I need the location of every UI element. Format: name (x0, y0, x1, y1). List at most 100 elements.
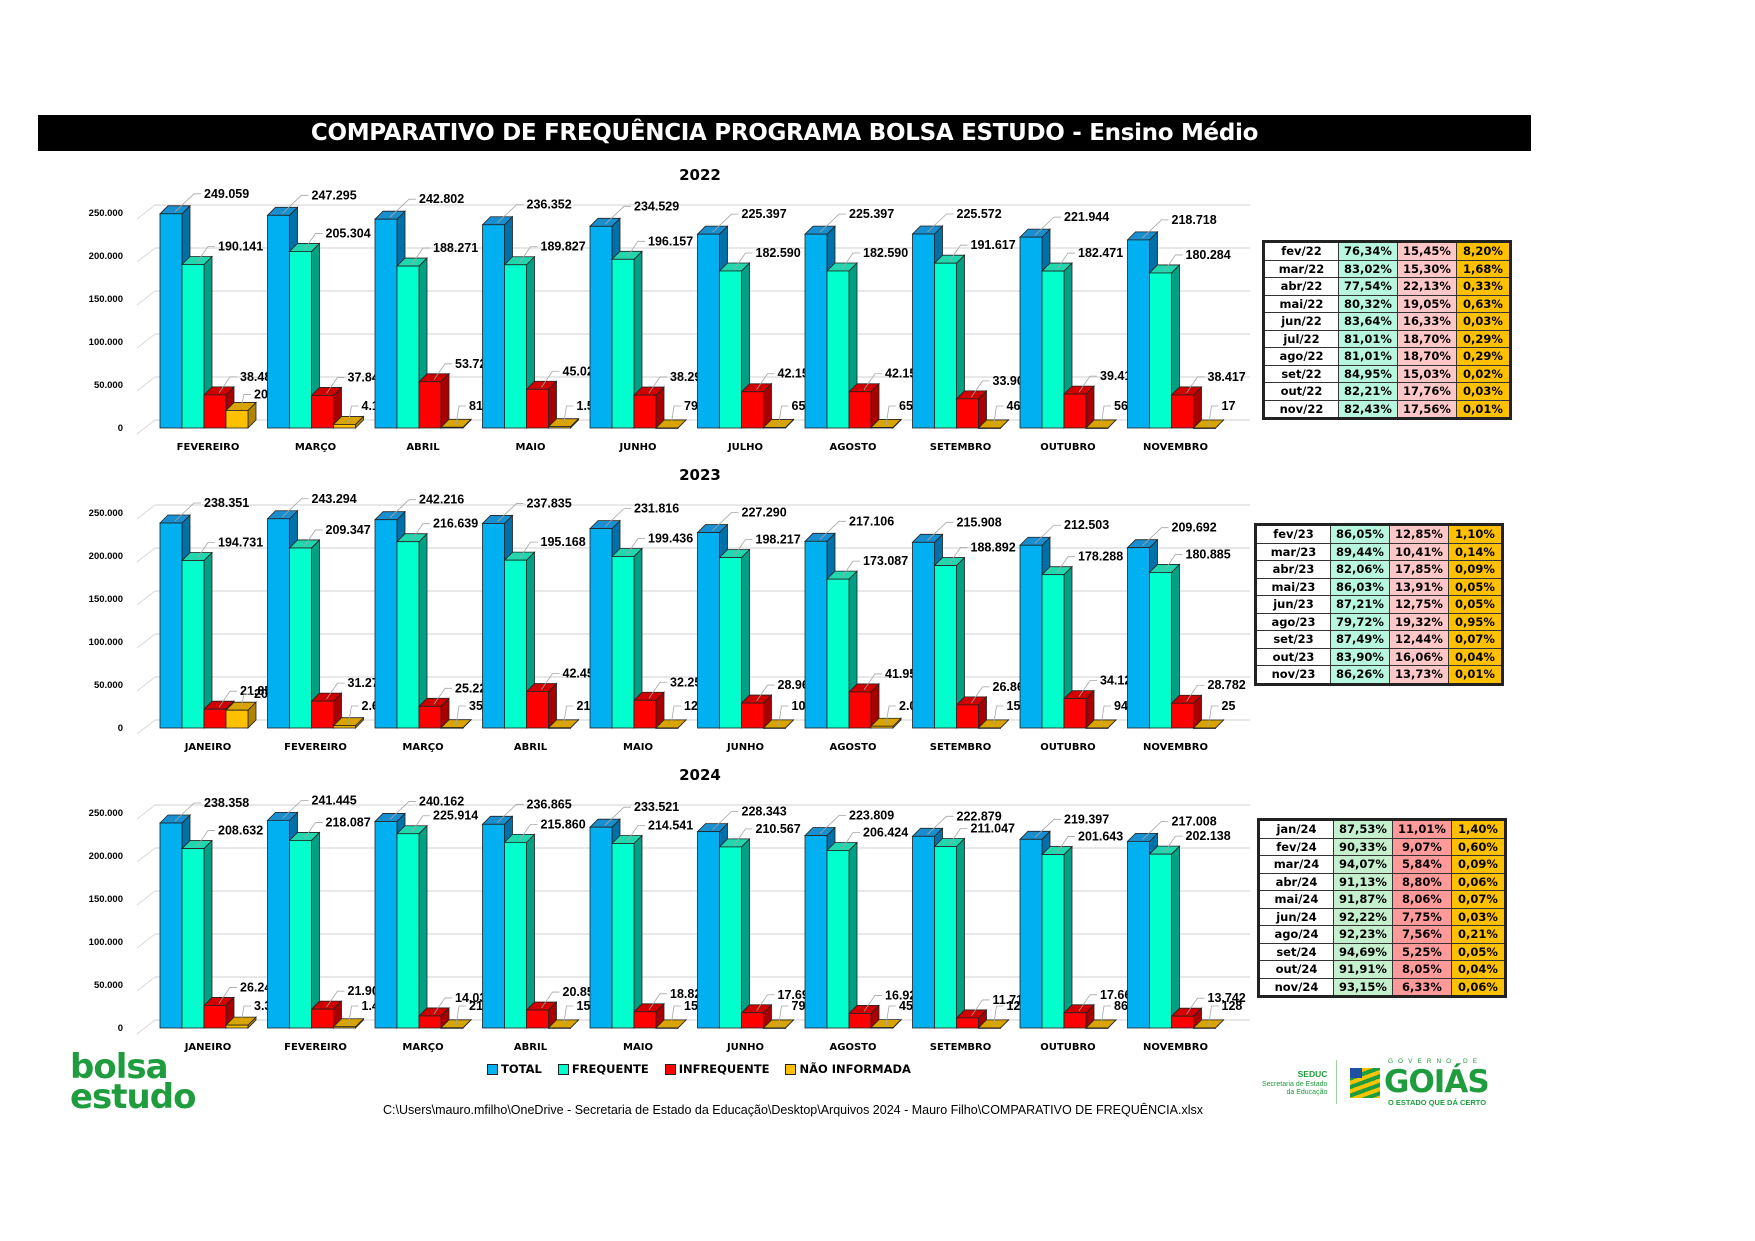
table-row: nov/22 82,43% 17,56% 0,01% (1263, 399, 1511, 419)
leader-line (411, 247, 430, 265)
frequente-pct-cell: 86,05% (1330, 524, 1390, 544)
nao-informada-pct-cell: 0,63% (1456, 294, 1511, 313)
month-cell: jun/24 (1258, 907, 1334, 926)
frequente-pct-cell: 86,26% (1330, 665, 1390, 685)
data-label-frequente: 206.424 (863, 825, 908, 839)
table-row: fev/24 90,33% 9,07% 0,60% (1258, 837, 1506, 856)
leader-line (756, 373, 775, 390)
chart-2022: 2022 0 50.000 100.000 150.000 200.000 250.000 2… (0, 160, 1260, 460)
table-row: jun/22 83,64% 16,33% 0,03% (1263, 312, 1511, 331)
data-label-frequente: 189.827 (541, 240, 586, 254)
bar-frequente (611, 250, 643, 429)
leader-line (778, 705, 789, 726)
data-label-frequente: 218.087 (326, 815, 371, 829)
table-row: ago/24 92,23% 7,56% 0,21% (1258, 925, 1506, 944)
month-cell: ago/22 (1263, 347, 1339, 366)
data-label-total: 218.718 (1172, 213, 1217, 227)
frequente-pct-cell: 94,07% (1333, 855, 1393, 874)
x-category-label: OUTUBRO (1040, 1042, 1095, 1053)
month-cell: abr/24 (1258, 872, 1334, 891)
data-label-total: 221.944 (1064, 210, 1109, 224)
seduc-name: SEDUC (1297, 1069, 1328, 1079)
x-category-label: ABRIL (406, 442, 440, 453)
x-category-label: ABRIL (514, 1042, 548, 1053)
leader-line (971, 686, 990, 704)
data-label-frequente: 214.541 (648, 818, 693, 832)
leader-line (885, 405, 896, 426)
data-label-total: 247.295 (312, 188, 357, 202)
infrequente-pct-cell: 12,75% (1389, 595, 1449, 614)
data-label-nao-informada: 46 (1007, 399, 1021, 413)
leader-line (1056, 556, 1075, 573)
x-category-label: OUTUBRO (1040, 742, 1095, 753)
legend-item-total: TOTAL (487, 1062, 542, 1076)
nao-informada-pct-cell: 0,04% (1448, 647, 1503, 666)
frequente-pct-cell: 87,21% (1330, 595, 1390, 614)
infrequente-pct-cell: 11,01% (1392, 819, 1452, 839)
data-label-total: 219.397 (1064, 812, 1109, 826)
x-category-label: SETEMBRO (930, 442, 991, 453)
data-label-total: 227.290 (742, 506, 787, 520)
leader-line (993, 1005, 1004, 1026)
leader-line (1164, 254, 1183, 272)
table-row: ago/22 81,01% 18,70% 0,29% (1263, 347, 1511, 366)
bar-frequente (933, 837, 966, 1029)
month-cell: set/23 (1255, 630, 1331, 649)
chart-title: 2023 (679, 466, 721, 484)
x-category-label: NOVEMBRO (1143, 1042, 1208, 1053)
goias-logo: GOVERNO DE GOIÁS O ESTADO QUE DÁ CERTO (1350, 1058, 1510, 1108)
bar-frequente (288, 831, 321, 1029)
leader-line (885, 1005, 896, 1026)
x-category-label: JANEIRO (184, 1042, 232, 1053)
leader-line (1034, 524, 1061, 544)
data-label-total: 243.294 (312, 492, 357, 506)
gridline-diagonal (136, 247, 156, 263)
legend-label: TOTAL (501, 1062, 542, 1076)
legend-label: NÃO INFORMADA (799, 1062, 911, 1076)
data-label-total: 241.445 (312, 793, 357, 807)
data-label-frequente: 209.347 (326, 523, 371, 537)
table-row: jul/22 81,01% 18,70% 0,29% (1263, 329, 1511, 348)
month-cell: nov/22 (1263, 399, 1339, 419)
data-label-frequente: 216.639 (433, 517, 478, 531)
infrequente-pct-cell: 8,80% (1392, 872, 1452, 891)
data-label-total: 236.865 (527, 797, 572, 811)
bar-nao-informada (547, 417, 580, 429)
seduc-line-1: Secretaria de Estado (1262, 1080, 1328, 1088)
leader-line (541, 991, 560, 1009)
page-title: COMPARATIVO DE FREQUÊNCIA PROGRAMA BOLSA… (38, 115, 1531, 151)
nao-informada-pct-cell: 0,60% (1451, 837, 1506, 856)
leader-line (411, 523, 430, 540)
x-category-label: MAIO (623, 742, 653, 753)
bar-frequente (1148, 845, 1181, 1029)
table-row: mai/24 91,87% 8,06% 0,07% (1258, 890, 1506, 909)
nao-informada-pct-cell: 0,05% (1448, 577, 1503, 596)
leader-line (218, 987, 237, 1004)
leader-line (626, 538, 645, 555)
bar-frequente (826, 841, 858, 1029)
nao-informada-pct-cell: 8,20% (1456, 241, 1511, 261)
leader-line (604, 508, 631, 527)
leader-line (240, 693, 251, 709)
bar-frequente (718, 548, 751, 729)
leader-line (712, 512, 739, 531)
data-label-frequente: 208.632 (218, 824, 263, 838)
bar-frequente (181, 839, 213, 1029)
leader-line (196, 542, 215, 559)
data-label-total: 228.343 (742, 805, 787, 819)
x-category-label: FEVEREIRO (284, 742, 347, 753)
leader-line (819, 213, 846, 233)
leader-line (1208, 1005, 1219, 1026)
leader-line (949, 828, 968, 845)
y-tick-label: 200.000 (89, 251, 123, 262)
leader-line (519, 246, 538, 263)
frequente-pct-cell: 87,49% (1330, 630, 1390, 649)
month-cell: set/22 (1263, 364, 1339, 383)
leader-line (348, 705, 359, 724)
bar-infrequente (525, 682, 558, 729)
leader-line (563, 1005, 574, 1026)
data-label-frequente: 198.217 (756, 533, 801, 547)
leader-line (1078, 680, 1097, 697)
frequente-pct-cell: 92,23% (1333, 925, 1393, 944)
data-label-total: 217.008 (1172, 814, 1217, 828)
